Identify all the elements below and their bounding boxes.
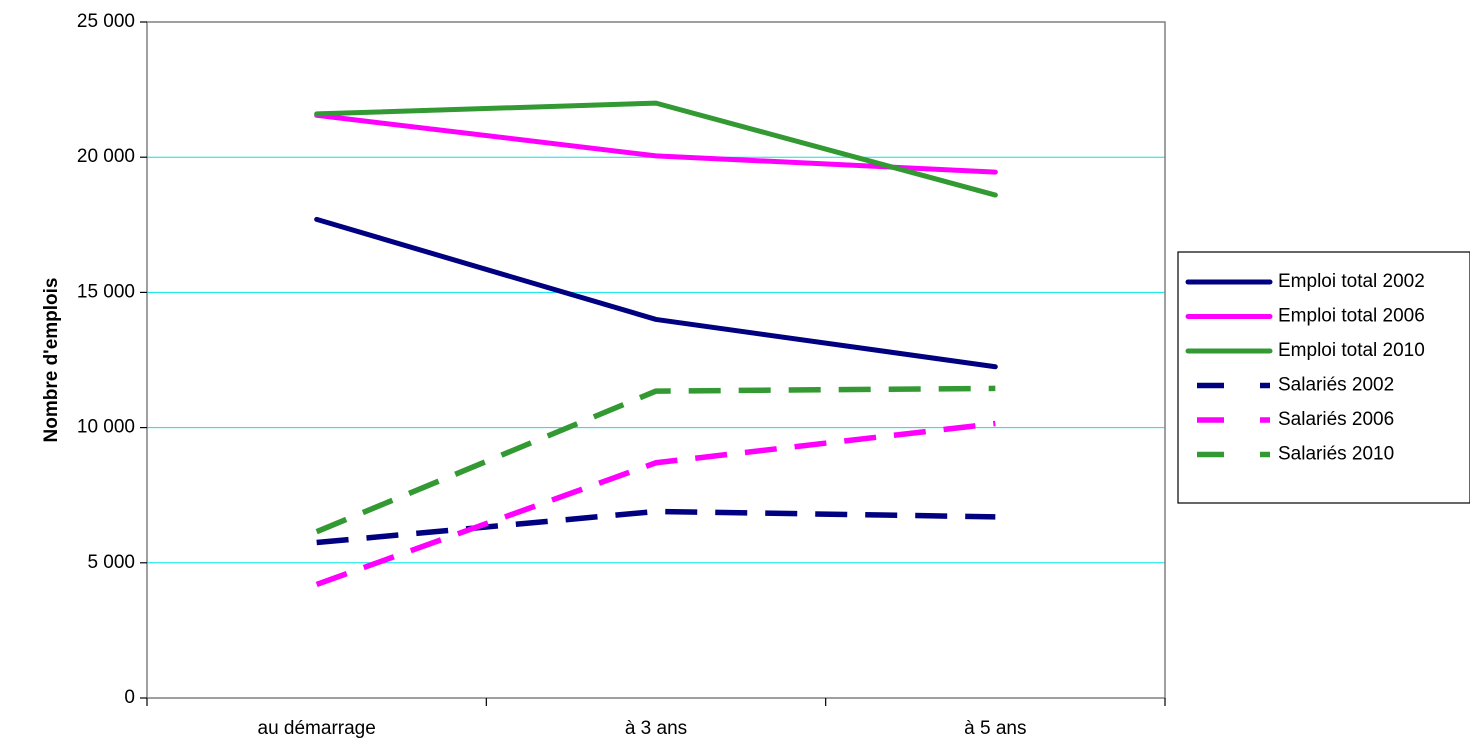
legend-label: Salariés 2010 — [1278, 444, 1394, 465]
y-tick-label: 20 000 — [77, 146, 135, 167]
plot-area-border — [146, 21, 1166, 699]
legend: Emploi total 2002 Emploi total 2006 Emploi… — [1177, 251, 1470, 504]
y-tick-label: 5 000 — [87, 552, 135, 573]
legend-label: Salariés 2002 — [1278, 375, 1394, 396]
legend-label: Salariés 2006 — [1278, 409, 1394, 430]
grid-lines — [147, 156, 1165, 564]
legend-label: Emploi total 2010 — [1278, 340, 1425, 361]
x-tick-label: au démarrage — [258, 718, 376, 739]
series-line-salaries-2010 — [315, 385, 996, 535]
x-tick-label: à 5 ans — [964, 718, 1026, 739]
y-axis-title: Nombre d'emplois — [41, 278, 62, 443]
y-tick-label: 15 000 — [77, 281, 135, 302]
series-line-emploi-total-2006 — [314, 112, 998, 175]
series-line-salaries-2002 — [316, 508, 996, 546]
y-axis: 0 5 000 10 000 15 000 20 000 25 000 — [77, 11, 147, 708]
legend-box — [1177, 251, 1470, 504]
series-line-salaries-2006 — [315, 420, 996, 588]
legend-label: Emploi total 2002 — [1278, 271, 1425, 292]
y-tick-label: 10 000 — [77, 417, 135, 438]
series-lines — [314, 100, 998, 588]
legend-label: Emploi total 2006 — [1278, 306, 1425, 327]
series-line-emploi-total-2010 — [314, 100, 998, 198]
y-tick-label: 0 — [124, 687, 135, 708]
series-line-emploi-total-2002 — [314, 216, 998, 370]
x-axis: au démarrage à 3 ans à 5 ans — [146, 698, 1166, 739]
x-tick-label: à 3 ans — [625, 718, 687, 739]
y-tick-label: 25 000 — [77, 11, 135, 32]
